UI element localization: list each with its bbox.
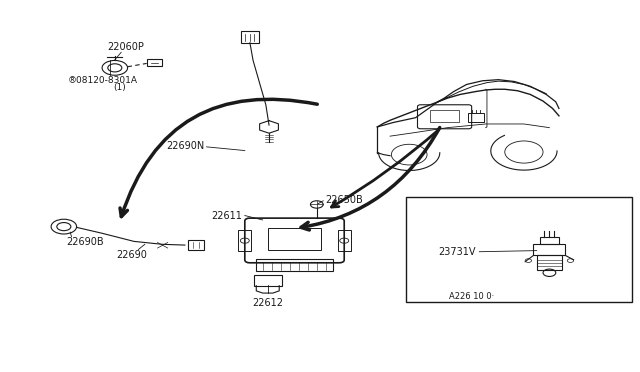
Bar xyxy=(537,256,562,270)
Bar xyxy=(239,230,251,251)
Bar xyxy=(430,110,459,122)
Text: 22690: 22690 xyxy=(116,250,147,260)
Bar xyxy=(256,259,333,271)
Bar xyxy=(534,244,565,256)
Bar xyxy=(540,237,559,244)
Text: (1): (1) xyxy=(113,83,125,92)
Bar xyxy=(406,197,632,302)
Bar xyxy=(188,240,204,250)
Bar xyxy=(241,31,259,43)
Bar xyxy=(468,113,484,122)
Bar xyxy=(147,60,162,66)
Text: 22060P: 22060P xyxy=(108,42,144,52)
Bar xyxy=(268,228,321,250)
Text: 22612: 22612 xyxy=(252,298,284,308)
Text: ®08120-8301A: ®08120-8301A xyxy=(68,76,138,85)
Text: 22690B: 22690B xyxy=(67,237,104,247)
Bar xyxy=(338,230,351,251)
Text: A226 10 0·: A226 10 0· xyxy=(449,292,494,301)
Text: 22650B: 22650B xyxy=(325,195,363,205)
Text: 22690N: 22690N xyxy=(166,141,204,151)
Bar xyxy=(253,275,282,286)
Text: 23731V: 23731V xyxy=(438,247,476,257)
Text: 22611: 22611 xyxy=(211,211,243,221)
